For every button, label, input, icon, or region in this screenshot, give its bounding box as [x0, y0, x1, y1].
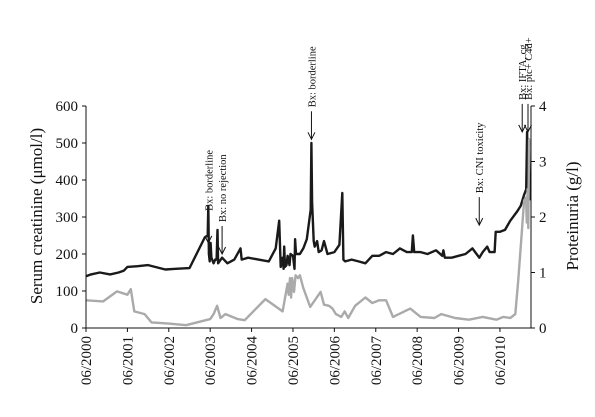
series-layer	[85, 130, 532, 327]
annotation-label: Bx: CNI toxicity	[475, 122, 486, 193]
x-tick-label: 06/2007	[369, 336, 385, 386]
y-tick-label-right: 3	[539, 155, 547, 171]
y-axis-right-title: Proteinuria (g/l)	[563, 161, 582, 270]
series-line-creatinine	[85, 130, 531, 278]
annotation-arrow-head	[518, 124, 527, 134]
axes-layer: 0 100 200 300 400 500 600 0 1 2 3 4 06/2000 06/2001 06…	[56, 99, 548, 385]
x-tick-label: 06/2008	[410, 336, 426, 385]
x-tick-label: 06/2010	[493, 336, 509, 385]
annotation-label: Bx: no rejection	[218, 154, 229, 222]
y-axis-left-title: Serum creatinine (μmol/l)	[27, 128, 46, 304]
x-tick-label: 06/2000	[79, 336, 95, 385]
annotation-label: Bx: ptc+ C4d+	[524, 37, 535, 100]
y-tick-label-right: 1	[539, 266, 547, 282]
y-tick-label-left: 300	[56, 210, 79, 226]
annotation-label: Bx: borderline	[307, 46, 318, 107]
x-tick-label: 06/2003	[203, 336, 219, 385]
annotation-arrow-head	[218, 246, 227, 256]
y-tick-label-right: 0	[539, 321, 547, 337]
x-tick-label: 06/2001	[120, 336, 136, 385]
series-line-proteinuria	[85, 138, 532, 327]
x-tick-label: 06/2005	[286, 336, 302, 385]
y-tick-label-left: 0	[71, 321, 79, 337]
annotation-label: Bx: borderline	[204, 150, 215, 211]
y-tick-label-right: 4	[539, 99, 547, 115]
y-tick-label-left: 200	[56, 247, 79, 263]
x-tick-label: 06/2004	[245, 336, 261, 386]
x-tick-label: 06/2002	[162, 336, 178, 385]
y-tick-label-right: 2	[539, 210, 547, 226]
annotation-arrow-head	[475, 217, 484, 227]
annotation-label: Bx: IFTA, cg	[518, 44, 529, 100]
y-tick-label-left: 400	[56, 173, 79, 189]
y-tick-label-left: 100	[56, 284, 79, 300]
x-tick-label: 06/2009	[452, 336, 468, 385]
x-tick-label: 06/2006	[327, 336, 343, 386]
y-tick-label-left: 500	[56, 136, 79, 152]
annotation-arrow-head	[307, 132, 316, 141]
y-tick-label-left: 600	[56, 99, 79, 115]
